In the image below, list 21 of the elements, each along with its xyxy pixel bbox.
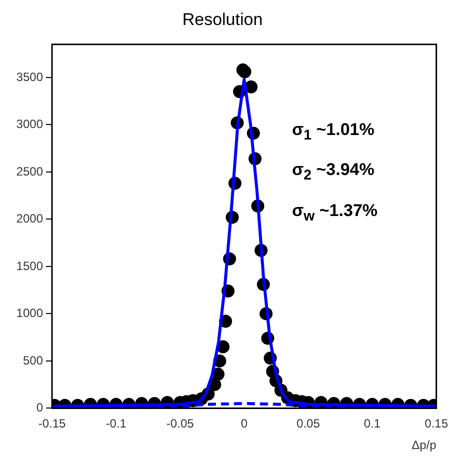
y-tick-label: 1000 <box>16 306 44 320</box>
x-tick-label: 0.15 <box>424 416 448 431</box>
y-tick-label: 1500 <box>16 258 44 273</box>
point <box>244 80 258 94</box>
annotation: σ$_{w}$ ~1.37% <box>292 200 378 224</box>
y-tick-label: 500 <box>22 353 44 368</box>
y-tick-label: 0 <box>36 400 44 415</box>
x-tick-label: -0.1 <box>106 416 127 431</box>
x-tick-label: 0 <box>240 416 248 431</box>
annotation: σ$_{1}$ ~1.01% <box>292 120 376 144</box>
x-tick-label: -0.05 <box>166 416 194 431</box>
y-tick-label: 3500 <box>16 70 44 84</box>
y-tick-label: 2500 <box>16 164 44 178</box>
annotation: σ$_{2}$ ~3.94% <box>292 160 376 184</box>
x-tick-label: 0.05 <box>296 416 320 431</box>
y-tick-label: 2000 <box>16 212 44 226</box>
x-axis-title: Δp/p <box>412 438 437 452</box>
chart-title: Resolution <box>182 10 263 29</box>
x-tick-label: 0.1 <box>364 416 381 431</box>
y-tick-label: 3000 <box>16 117 44 132</box>
x-tick-label: -0.15 <box>38 416 66 431</box>
